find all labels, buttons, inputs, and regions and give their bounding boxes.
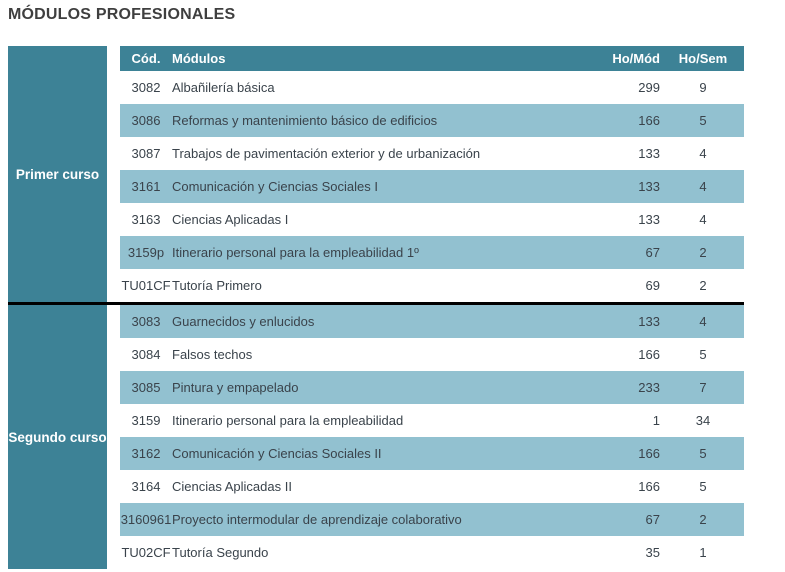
header-hours-module: Ho/Mód [612,51,660,66]
table-row: TU01CF Tutoría Primero 69 2 [120,269,744,302]
hours-week-cell: 1 [699,545,707,560]
table-row: 3164 Ciencias Aplicadas II 166 5 [120,470,744,503]
module-code-cell: 3163 [131,212,161,227]
table-row: 3159 Itinerario personal para la empleabi… [120,404,744,437]
hours-module-cell: 166 [638,479,660,494]
hours-module-cell: 133 [638,314,660,329]
hours-week-cell: 34 [695,413,711,428]
module-code-cell: 3160961 [120,512,172,527]
table-row: 3159p Itinerario personal para la empleab… [120,236,744,269]
module-name-cell: Ciencias Aplicadas I [172,212,289,227]
hours-module-cell: 166 [638,446,660,461]
module-name-cell: Comunicación y Ciencias Sociales I [172,179,378,194]
hours-module-cell: 69 [645,278,660,293]
table-row: 3160961 Proyecto intermodular de aprendiz… [120,503,744,536]
hours-week-cell: 4 [699,146,707,161]
module-name-cell: Tutoría Primero [172,278,262,293]
module-name-cell: Reformas y mantenimiento básico de edifi… [172,113,438,128]
hours-module-cell: 133 [638,179,660,194]
hours-module-cell: 67 [645,245,660,260]
module-name-cell: Guarnecidos y enlucidos [172,314,315,329]
module-name-cell: Trabajos de pavimentación exterior y de … [172,146,481,161]
hours-week-cell: 4 [699,212,707,227]
header-module: Módulos [172,51,226,66]
table-header-row: Cód. Módulos Ho/Mód Ho/Sem [120,46,744,71]
module-code-cell: 3086 [131,113,161,128]
hours-module-cell: 233 [638,380,660,395]
table-row: 3087 Trabajos de pavimentación exterior y… [120,137,744,170]
table-row: 3084 Falsos techos 166 5 [120,338,744,371]
hours-week-cell: 2 [699,245,707,260]
modules-table-body: Cód. Módulos Ho/Mód Ho/Sem 3082 Albañiler… [120,46,744,569]
module-name-cell: Tutoría Segundo [172,545,269,560]
table-row: 3161 Comunicación y Ciencias Sociales I 13… [120,170,744,203]
module-code-cell: TU02CF [121,545,171,560]
header-code: Cód. [131,51,161,66]
module-code-cell: 3164 [131,479,161,494]
module-name-cell: Pintura y empapelado [172,380,299,395]
header-hours-week: Ho/Sem [678,51,728,66]
table-row: 3163 Ciencias Aplicadas I 133 4 [120,203,744,236]
hours-week-cell: 4 [699,314,707,329]
hours-week-cell: 4 [699,179,707,194]
module-name-cell: Ciencias Aplicadas II [172,479,292,494]
hours-module-cell: 133 [638,146,660,161]
table-row: 3086 Reformas y mantenimiento básico de e… [120,104,744,137]
module-name-cell: Proyecto intermodular de aprendizaje col… [172,512,462,527]
module-name-cell: Itinerario personal para la empleabilida… [172,413,404,428]
hours-week-cell: 5 [699,479,707,494]
hours-module-cell: 166 [638,113,660,128]
module-code-cell: 3085 [131,380,161,395]
hours-week-cell: 9 [699,80,707,95]
table-row: 3083 Guarnecidos y enlucidos 133 4 [120,305,744,338]
hours-module-cell: 67 [645,512,660,527]
table-row: 3162 Comunicación y Ciencias Sociales II 1… [120,437,744,470]
hours-module-cell: 35 [645,545,660,560]
table-row: 3082 Albañilería básica 299 9 [120,71,744,104]
module-code-cell: 3161 [131,179,161,194]
module-name-cell: Itinerario personal para la empleabilida… [172,245,419,260]
module-name-cell: Albañilería básica [172,80,275,95]
module-code-cell: 3159 [131,413,161,428]
hours-week-cell: 5 [699,113,707,128]
rows-primer-curso: 3082 Albañilería básica 299 9 3086 Reformas y… [120,71,744,302]
hours-week-cell: 2 [699,278,707,293]
group-label-primer-curso: Primer curso [8,46,107,302]
hours-week-cell: 5 [699,446,707,461]
module-code-cell: 3083 [131,314,161,329]
hours-week-cell: 7 [699,380,707,395]
group-label-segundo-curso: Segundo curso [8,305,107,569]
table-row: TU02CF Tutoría Segundo 35 1 [120,536,744,569]
module-code-cell: 3087 [131,146,161,161]
rows-segundo-curso: 3083 Guarnecidos y enlucidos 133 4 3084 Falso… [120,305,744,569]
module-code-cell: 3082 [131,80,161,95]
hours-week-cell: 2 [699,512,707,527]
module-name-cell: Comunicación y Ciencias Sociales II [172,446,382,461]
modules-table: Primer curso Segundo curso Cód. Módulos … [8,46,744,569]
course-sidebar: Primer curso Segundo curso [8,46,107,569]
page-title: MÓDULOS PROFESIONALES [8,6,236,23]
table-row: 3085 Pintura y empapelado 233 7 [120,371,744,404]
hours-module-cell: 299 [638,80,660,95]
module-code-cell: 3159p [127,245,165,260]
hours-module-cell: 1 [652,413,660,428]
course-divider [8,302,744,305]
module-code-cell: 3084 [131,347,161,362]
module-code-cell: 3162 [131,446,161,461]
module-code-cell: TU01CF [121,278,171,293]
module-name-cell: Falsos techos [172,347,253,362]
hours-week-cell: 5 [699,347,707,362]
hours-module-cell: 166 [638,347,660,362]
hours-module-cell: 133 [638,212,660,227]
